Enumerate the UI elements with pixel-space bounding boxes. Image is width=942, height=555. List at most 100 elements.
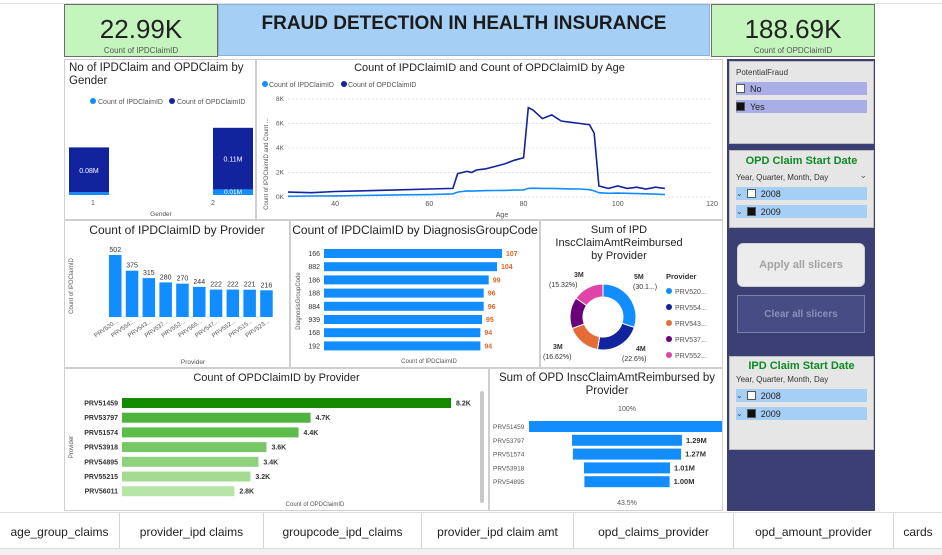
title-banner: FRAUD DETECTION IN HEALTH INSURANCE: [218, 4, 710, 56]
checkbox-ipd-2009[interactable]: [746, 409, 756, 418]
funnel-provider-name: PRV54895: [493, 479, 525, 486]
funnel-value: 1.01M: [674, 463, 695, 472]
opd-provider-value: 4.7K: [316, 415, 331, 422]
age-legend-ipd-label: Count of IPDClaimID: [269, 82, 334, 89]
donut-legend-label: PRV520...: [675, 289, 707, 296]
status-strip: [0, 548, 942, 555]
funnel-value: 1.00M: [674, 477, 695, 486]
legend-ipd-dot: [90, 98, 96, 104]
kpi-card-opd[interactable]: 188.69K Count of OPDClaimID: [711, 4, 875, 57]
diagnosis-bar: [324, 328, 481, 338]
checkbox-opd-2009[interactable]: [746, 207, 756, 216]
funnel-bar: [572, 434, 682, 446]
tab-groupcode-ipd-claims[interactable]: groupcode_ipd_claims: [264, 513, 422, 551]
diagnosis-y-label: DiagnosisGroupCode: [296, 272, 302, 330]
provider-ipd-chart[interactable]: Count of IPDClaimID by Provider Count of…: [64, 220, 290, 368]
chevron-down-icon[interactable]: ⌄: [736, 391, 743, 400]
age-y-tick: 6K: [276, 121, 285, 128]
funnel-value: 1.29M: [686, 436, 707, 445]
age-legend-ipd-dot: [262, 81, 268, 87]
diagnosis-code: 186: [308, 277, 320, 284]
age-x-tick: 60: [425, 201, 433, 208]
slicer-potential-fraud[interactable]: PotentialFraud No Yes: [729, 61, 874, 144]
provider-ipd-y-label: Count of IPDClaimID: [69, 257, 75, 313]
diagnosis-bar: [324, 262, 498, 272]
tab-provider-ipd-claim-amt[interactable]: provider_ipd claim amt: [422, 513, 574, 551]
tab-age-group-claims[interactable]: age_group_claims: [0, 513, 120, 551]
donut-legend-dot: [666, 320, 672, 326]
chevron-down-icon[interactable]: ⌄: [736, 409, 743, 418]
donut-legend-label: PRV543...: [675, 321, 707, 328]
slicer-opd-2008[interactable]: ⌄ 2008: [736, 187, 867, 200]
opd-provider-bar: [122, 471, 251, 482]
opd-provider-title: Count of OPDClaimID by Provider: [193, 372, 360, 384]
tab-provider-ipd-claims[interactable]: provider_ipd claims: [120, 513, 264, 551]
opd-provider-scrollbar[interactable]: [480, 391, 484, 503]
opd-amount-chart[interactable]: Sum of OPD InscClaimAmtReimbursed by Pro…: [489, 368, 723, 511]
checkbox-ipd-2008[interactable]: [746, 391, 756, 400]
funnel-value: 1.27M: [685, 450, 706, 459]
diagnosis-bar: [324, 288, 484, 298]
opd-provider-value: 8.2K: [456, 401, 471, 408]
gender-chart-title: No of IPDClaim and OPDClaim by Gender: [69, 62, 244, 87]
provider-ipd-x-label: Provider: [181, 359, 206, 366]
slicer-ipd-date[interactable]: IPD Claim Start Date Year, Quarter, Mont…: [729, 356, 874, 450]
provider-ipd-bar: [209, 289, 223, 317]
opd-provider-bar: [122, 442, 267, 453]
provider-ipd-bar: [193, 286, 206, 317]
opd-amount-svg: 100% PRV51459 PRV53797 1.29M PRV51574 1.27M P…: [493, 406, 722, 507]
slicer-ipd-date-sub: Year, Quarter, Month, Day: [736, 375, 829, 384]
clear-slicers-button[interactable]: Clear all slicers: [737, 295, 865, 333]
provider-ipd-value: 216: [261, 282, 273, 289]
tab-opd-amount-provider[interactable]: opd_amount_provider: [734, 513, 894, 551]
age-line-opd: [287, 106, 666, 194]
apply-slicers-button[interactable]: Apply all slicers: [737, 243, 865, 287]
opd-provider-value: 3.4K: [263, 459, 278, 466]
checkbox-yes[interactable]: [736, 102, 745, 111]
checkbox-opd-2008[interactable]: [746, 189, 756, 198]
diagnosis-x-label: Count of IPDClaimID: [401, 359, 457, 365]
chevron-down-icon[interactable]: ⌄: [736, 189, 743, 198]
provider-ipd-value: 222: [227, 282, 239, 289]
slicer-fraud-no-label: No: [750, 83, 762, 94]
age-legend-opd-dot: [341, 81, 347, 87]
provider-ipd-value: 270: [177, 276, 189, 283]
tab-opd-claims-provider[interactable]: opd_claims_provider: [574, 513, 734, 551]
gender-chart[interactable]: No of IPDClaim and OPDClaim by Gender Co…: [64, 59, 256, 220]
provider-ipd-value: 502: [109, 247, 121, 254]
donut-label-2-value: 4M: [636, 346, 646, 353]
provider-ipd-value: 375: [126, 263, 138, 270]
chevron-down-icon[interactable]: ⌄: [736, 207, 743, 216]
diagnosis-code: 884: [308, 304, 320, 311]
age-chart[interactable]: Count of IPDClaimID and Count of OPDClai…: [256, 59, 723, 220]
kpi-ipd-label: Count of IPDClaimID: [103, 46, 179, 55]
funnel-bar: [572, 448, 682, 460]
checkbox-no[interactable]: [736, 84, 745, 93]
opd-provider-value: 3.6K: [271, 445, 286, 452]
slicer-opd-2009[interactable]: ⌄ 2009: [736, 205, 867, 218]
diagnosis-value: 94: [484, 330, 492, 337]
slicer-fraud-yes[interactable]: Yes: [736, 100, 867, 113]
opd-provider-chart[interactable]: Count of OPDClaimID by Provider Provider…: [64, 368, 489, 511]
dashboard-title: FRAUD DETECTION IN HEALTH INSURANCE: [261, 13, 667, 34]
age-x-tick: 100: [612, 201, 624, 208]
opd-provider-name: PRV54895: [84, 459, 118, 466]
diagnosis-chart[interactable]: Count of IPDClaimID by DiagnosisGroupCod…: [290, 220, 540, 368]
donut-label-4-pct: (15.32%): [549, 282, 577, 289]
slicer-ipd-2008-label: 2008: [760, 390, 781, 401]
slicer-ipd-2008[interactable]: ⌄ 2008: [736, 389, 867, 402]
slicer-opd-date[interactable]: OPD Claim Start Date Year, Quarter, Mont…: [729, 150, 874, 228]
slicer-fraud-no[interactable]: No: [736, 82, 867, 95]
slicer-ipd-2009[interactable]: ⌄ 2009: [736, 407, 867, 420]
slicer-fraud-title: PotentialFraud: [736, 68, 789, 77]
diagnosis-value: 94: [484, 343, 492, 350]
tab-cards[interactable]: cards: [903, 525, 933, 539]
donut-label-1-value: 5M: [634, 274, 644, 281]
provider-ipd-value: 222: [210, 282, 222, 289]
kpi-card-ipd[interactable]: 22.99K Count of IPDClaimID: [64, 4, 218, 57]
chevron-down-icon[interactable]: ⌄: [859, 170, 867, 180]
donut-chart[interactable]: Sum of IPD InscClaimAmtReimbursed by Pro…: [540, 220, 723, 368]
age-chart-svg: Count of IPDClaimID Count of OPDClaimID …: [262, 81, 718, 219]
diagnosis-code: 882: [308, 264, 320, 271]
donut-legend-dot: [666, 336, 672, 342]
